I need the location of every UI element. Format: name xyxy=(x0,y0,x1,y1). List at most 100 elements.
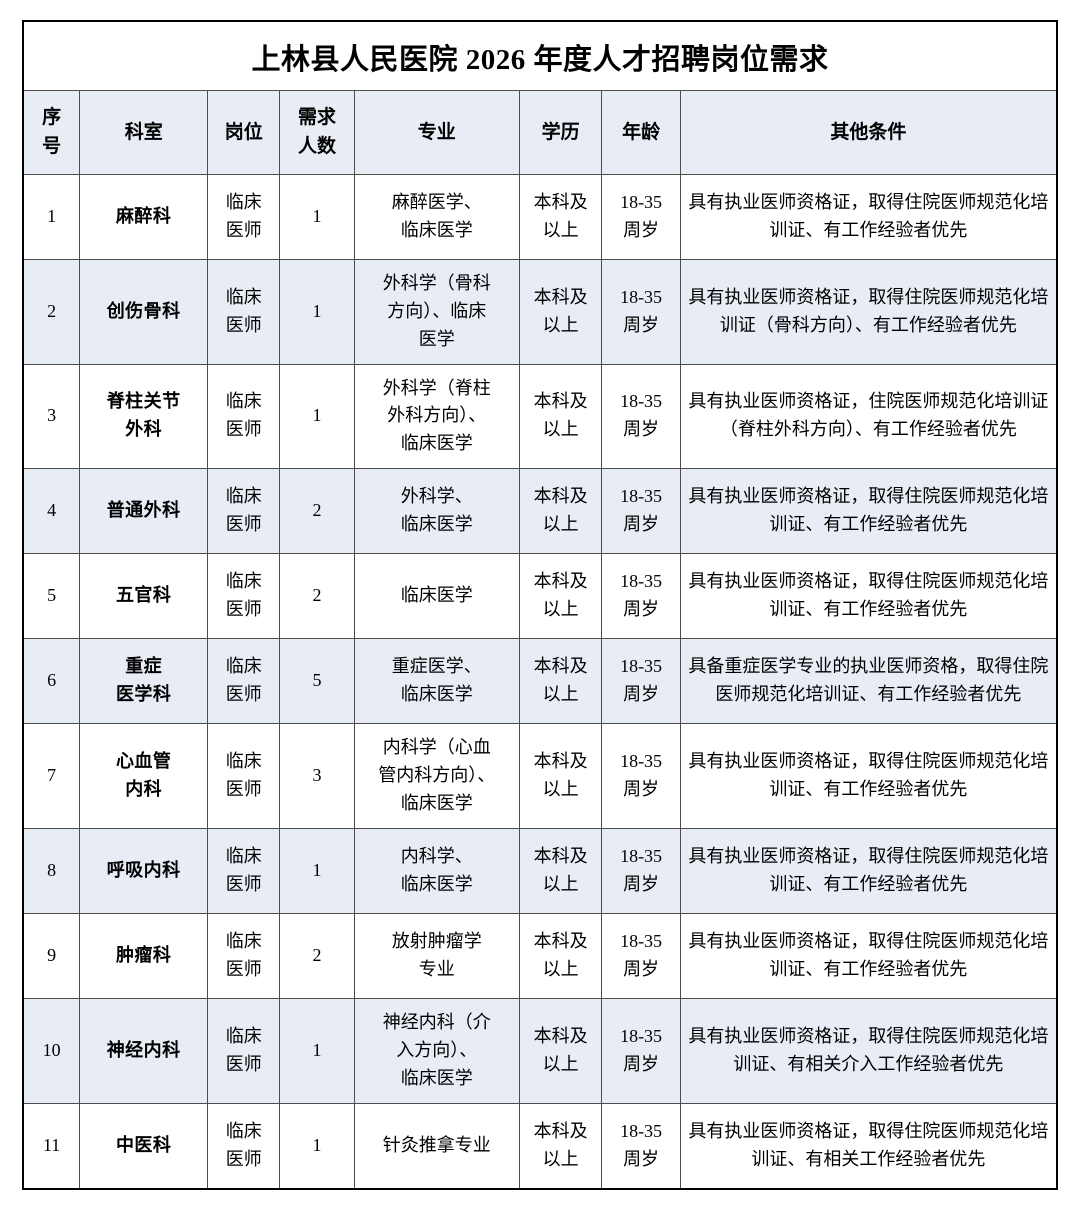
cell-age: 18-35 周岁 xyxy=(601,468,681,555)
table-row: 11 中医科 临床 医师 1 针灸推拿专业 本科及 以上 18-35 周岁 具有… xyxy=(24,1102,1056,1188)
column-header-major: 专业 xyxy=(353,91,520,175)
cell-no: 2 xyxy=(24,258,81,365)
cell-count: 5 xyxy=(279,638,355,725)
cell-post: 临床 医师 xyxy=(207,827,281,914)
cell-age: 18-35 周岁 xyxy=(601,363,681,470)
column-header-post: 岗位 xyxy=(207,91,281,175)
table-row: 4 普通外科 临床 医师 2 外科学、 临床医学 本科及 以上 18-35 周岁… xyxy=(24,468,1056,555)
cell-degree: 本科及 以上 xyxy=(518,258,603,365)
cell-age: 18-35 周岁 xyxy=(601,1102,681,1188)
table-body: 1 麻醉科 临床 医师 1 麻醉医学、 临床医学 本科及 以上 18-35 周岁… xyxy=(24,173,1056,1188)
cell-age: 18-35 周岁 xyxy=(601,553,681,640)
cell-other: 具有执业医师资格证，取得住院医师规范化培训证、有工作经验者优先 xyxy=(679,173,1056,260)
cell-dept: 神经内科 xyxy=(79,997,209,1104)
table-row: 1 麻醉科 临床 医师 1 麻醉医学、 临床医学 本科及 以上 18-35 周岁… xyxy=(24,173,1056,260)
cell-age: 18-35 周岁 xyxy=(601,638,681,725)
cell-post: 临床 医师 xyxy=(207,1102,281,1188)
cell-no: 4 xyxy=(24,468,81,555)
cell-no: 5 xyxy=(24,553,81,640)
cell-other: 具有执业医师资格证，取得住院医师规范化培训证、有工作经验者优先 xyxy=(679,827,1056,914)
cell-post: 临床 医师 xyxy=(207,363,281,470)
column-header-age: 年龄 xyxy=(601,91,681,175)
cell-degree: 本科及 以上 xyxy=(518,553,603,640)
table-row: 3 脊柱关节 外科 临床 医师 1 外科学（脊柱 外科方向）、 临床医学 本科及… xyxy=(24,363,1056,470)
cell-dept: 肿瘤科 xyxy=(79,912,209,999)
cell-no: 10 xyxy=(24,997,81,1104)
cell-degree: 本科及 以上 xyxy=(518,723,603,829)
page-title: 上林县人民医院 2026 年度人才招聘岗位需求 xyxy=(24,22,1056,91)
cell-degree: 本科及 以上 xyxy=(518,173,603,260)
cell-major: 神经内科（介 入方向）、 临床医学 xyxy=(353,997,520,1104)
cell-age: 18-35 周岁 xyxy=(601,997,681,1104)
cell-other: 具有执业医师资格证，取得住院医师规范化培训证（骨科方向）、有工作经验者优先 xyxy=(679,258,1056,365)
cell-dept: 重症 医学科 xyxy=(79,638,209,725)
cell-count: 1 xyxy=(279,827,355,914)
cell-dept: 五官科 xyxy=(79,553,209,640)
cell-major: 临床医学 xyxy=(353,553,520,640)
column-header-dept: 科室 xyxy=(79,91,209,175)
cell-count: 1 xyxy=(279,997,355,1104)
cell-count: 2 xyxy=(279,553,355,640)
cell-no: 9 xyxy=(24,912,81,999)
cell-major: 针灸推拿专业 xyxy=(353,1102,520,1188)
table-row: 8 呼吸内科 临床 医师 1 内科学、 临床医学 本科及 以上 18-35 周岁… xyxy=(24,827,1056,914)
cell-count: 1 xyxy=(279,1102,355,1188)
cell-no: 7 xyxy=(24,723,81,829)
table-row: 5 五官科 临床 医师 2 临床医学 本科及 以上 18-35 周岁 具有执业医… xyxy=(24,553,1056,640)
cell-degree: 本科及 以上 xyxy=(518,997,603,1104)
cell-major: 重症医学、 临床医学 xyxy=(353,638,520,725)
cell-degree: 本科及 以上 xyxy=(518,912,603,999)
cell-other: 具有执业医师资格证，取得住院医师规范化培训证、有相关工作经验者优先 xyxy=(679,1102,1056,1188)
table-header-row: 序 号 科室 岗位 需求 人数 专业 学历 年龄 其他条件 xyxy=(24,91,1056,175)
document-frame: 上林县人民医院 2026 年度人才招聘岗位需求 序 号 科室 岗位 需求 人数 … xyxy=(22,20,1058,1190)
cell-major: 外科学、 临床医学 xyxy=(353,468,520,555)
cell-dept: 心血管 内科 xyxy=(79,723,209,829)
cell-post: 临床 医师 xyxy=(207,258,281,365)
cell-major: 外科学（骨科 方向）、临床 医学 xyxy=(353,258,520,365)
cell-count: 1 xyxy=(279,258,355,365)
table-row: 2 创伤骨科 临床 医师 1 外科学（骨科 方向）、临床 医学 本科及 以上 1… xyxy=(24,258,1056,365)
cell-major: 内科学（心血 管内科方向）、 临床医学 xyxy=(353,723,520,829)
cell-no: 11 xyxy=(24,1102,81,1188)
cell-age: 18-35 周岁 xyxy=(601,912,681,999)
cell-degree: 本科及 以上 xyxy=(518,827,603,914)
cell-degree: 本科及 以上 xyxy=(518,363,603,470)
cell-no: 3 xyxy=(24,363,81,470)
cell-degree: 本科及 以上 xyxy=(518,638,603,725)
cell-post: 临床 医师 xyxy=(207,638,281,725)
column-header-count: 需求 人数 xyxy=(279,91,355,175)
cell-dept: 创伤骨科 xyxy=(79,258,209,365)
cell-dept: 中医科 xyxy=(79,1102,209,1188)
recruitment-document: 上林县人民医院 2026 年度人才招聘岗位需求 序 号 科室 岗位 需求 人数 … xyxy=(22,20,1058,1190)
cell-post: 临床 医师 xyxy=(207,173,281,260)
table-row: 9 肿瘤科 临床 医师 2 放射肿瘤学 专业 本科及 以上 18-35 周岁 具… xyxy=(24,912,1056,999)
cell-dept: 普通外科 xyxy=(79,468,209,555)
cell-other: 具有执业医师资格证，取得住院医师规范化培训证、有工作经验者优先 xyxy=(679,723,1056,829)
cell-major: 外科学（脊柱 外科方向）、 临床医学 xyxy=(353,363,520,470)
cell-other: 具有执业医师资格证，取得住院医师规范化培训证、有相关介入工作经验者优先 xyxy=(679,997,1056,1104)
recruitment-table: 序 号 科室 岗位 需求 人数 专业 学历 年龄 其他条件 1 麻醉科 临床 医… xyxy=(24,91,1056,1188)
cell-count: 2 xyxy=(279,912,355,999)
cell-dept: 麻醉科 xyxy=(79,173,209,260)
cell-count: 1 xyxy=(279,173,355,260)
cell-age: 18-35 周岁 xyxy=(601,827,681,914)
cell-count: 3 xyxy=(279,723,355,829)
cell-age: 18-35 周岁 xyxy=(601,173,681,260)
cell-other: 具备重症医学专业的执业医师资格，取得住院医师规范化培训证、有工作经验者优先 xyxy=(679,638,1056,725)
cell-other: 具有执业医师资格证，取得住院医师规范化培训证、有工作经验者优先 xyxy=(679,553,1056,640)
cell-no: 1 xyxy=(24,173,81,260)
cell-post: 临床 医师 xyxy=(207,553,281,640)
cell-no: 6 xyxy=(24,638,81,725)
cell-count: 2 xyxy=(279,468,355,555)
cell-major: 内科学、 临床医学 xyxy=(353,827,520,914)
table-row: 6 重症 医学科 临床 医师 5 重症医学、 临床医学 本科及 以上 18-35… xyxy=(24,638,1056,725)
cell-other: 具有执业医师资格证，取得住院医师规范化培训证、有工作经验者优先 xyxy=(679,468,1056,555)
column-header-degree: 学历 xyxy=(518,91,603,175)
table-row: 10 神经内科 临床 医师 1 神经内科（介 入方向）、 临床医学 本科及 以上… xyxy=(24,997,1056,1104)
cell-post: 临床 医师 xyxy=(207,723,281,829)
cell-post: 临床 医师 xyxy=(207,468,281,555)
cell-degree: 本科及 以上 xyxy=(518,1102,603,1188)
cell-post: 临床 医师 xyxy=(207,912,281,999)
column-header-no: 序 号 xyxy=(24,91,81,175)
cell-age: 18-35 周岁 xyxy=(601,258,681,365)
